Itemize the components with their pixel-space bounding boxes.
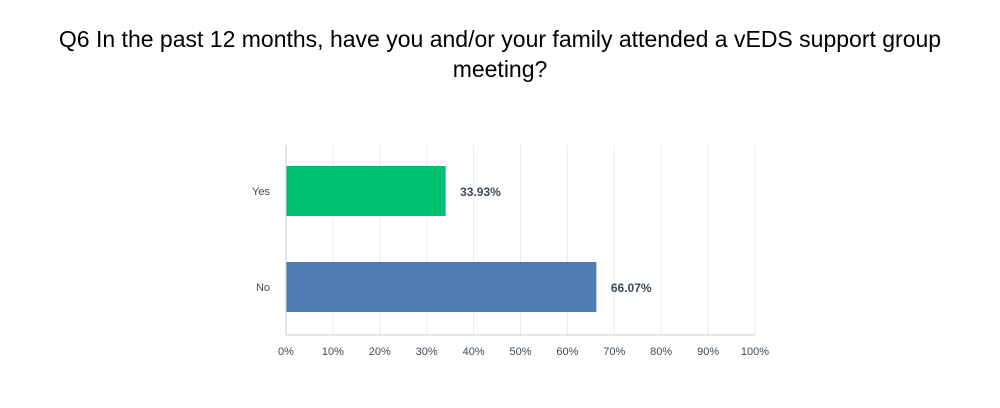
category-label: No	[256, 282, 270, 294]
chart-title: Q6 In the past 12 months, have you and/o…	[58, 26, 942, 82]
x-tick-label: 100%	[741, 346, 769, 358]
x-tick-label: 30%	[416, 346, 438, 358]
x-tick-label: 10%	[322, 346, 344, 358]
data-label: 66.07%	[611, 281, 652, 295]
bar-no	[286, 262, 597, 312]
x-tick-label: 70%	[603, 346, 625, 358]
category-label: Yes	[252, 186, 270, 198]
data-labels: 33.93% 66.07%	[460, 185, 652, 295]
category-labels: Yes No	[252, 186, 270, 294]
axes	[285, 145, 755, 336]
x-tick-label: 40%	[463, 346, 485, 358]
x-tick-label: 0%	[278, 346, 294, 358]
x-tick-label: 80%	[650, 346, 672, 358]
x-tick-label: 90%	[697, 346, 719, 358]
data-label: 33.93%	[460, 185, 501, 199]
x-tick-label: 20%	[369, 346, 391, 358]
bar-yes	[286, 166, 446, 216]
bars	[286, 166, 597, 312]
x-tick-label: 50%	[509, 346, 531, 358]
x-tick-label: 60%	[556, 346, 578, 358]
x-tick-labels: 0% 10% 20% 30% 40% 50% 60% 70% 80% 90% 100%	[278, 346, 769, 358]
